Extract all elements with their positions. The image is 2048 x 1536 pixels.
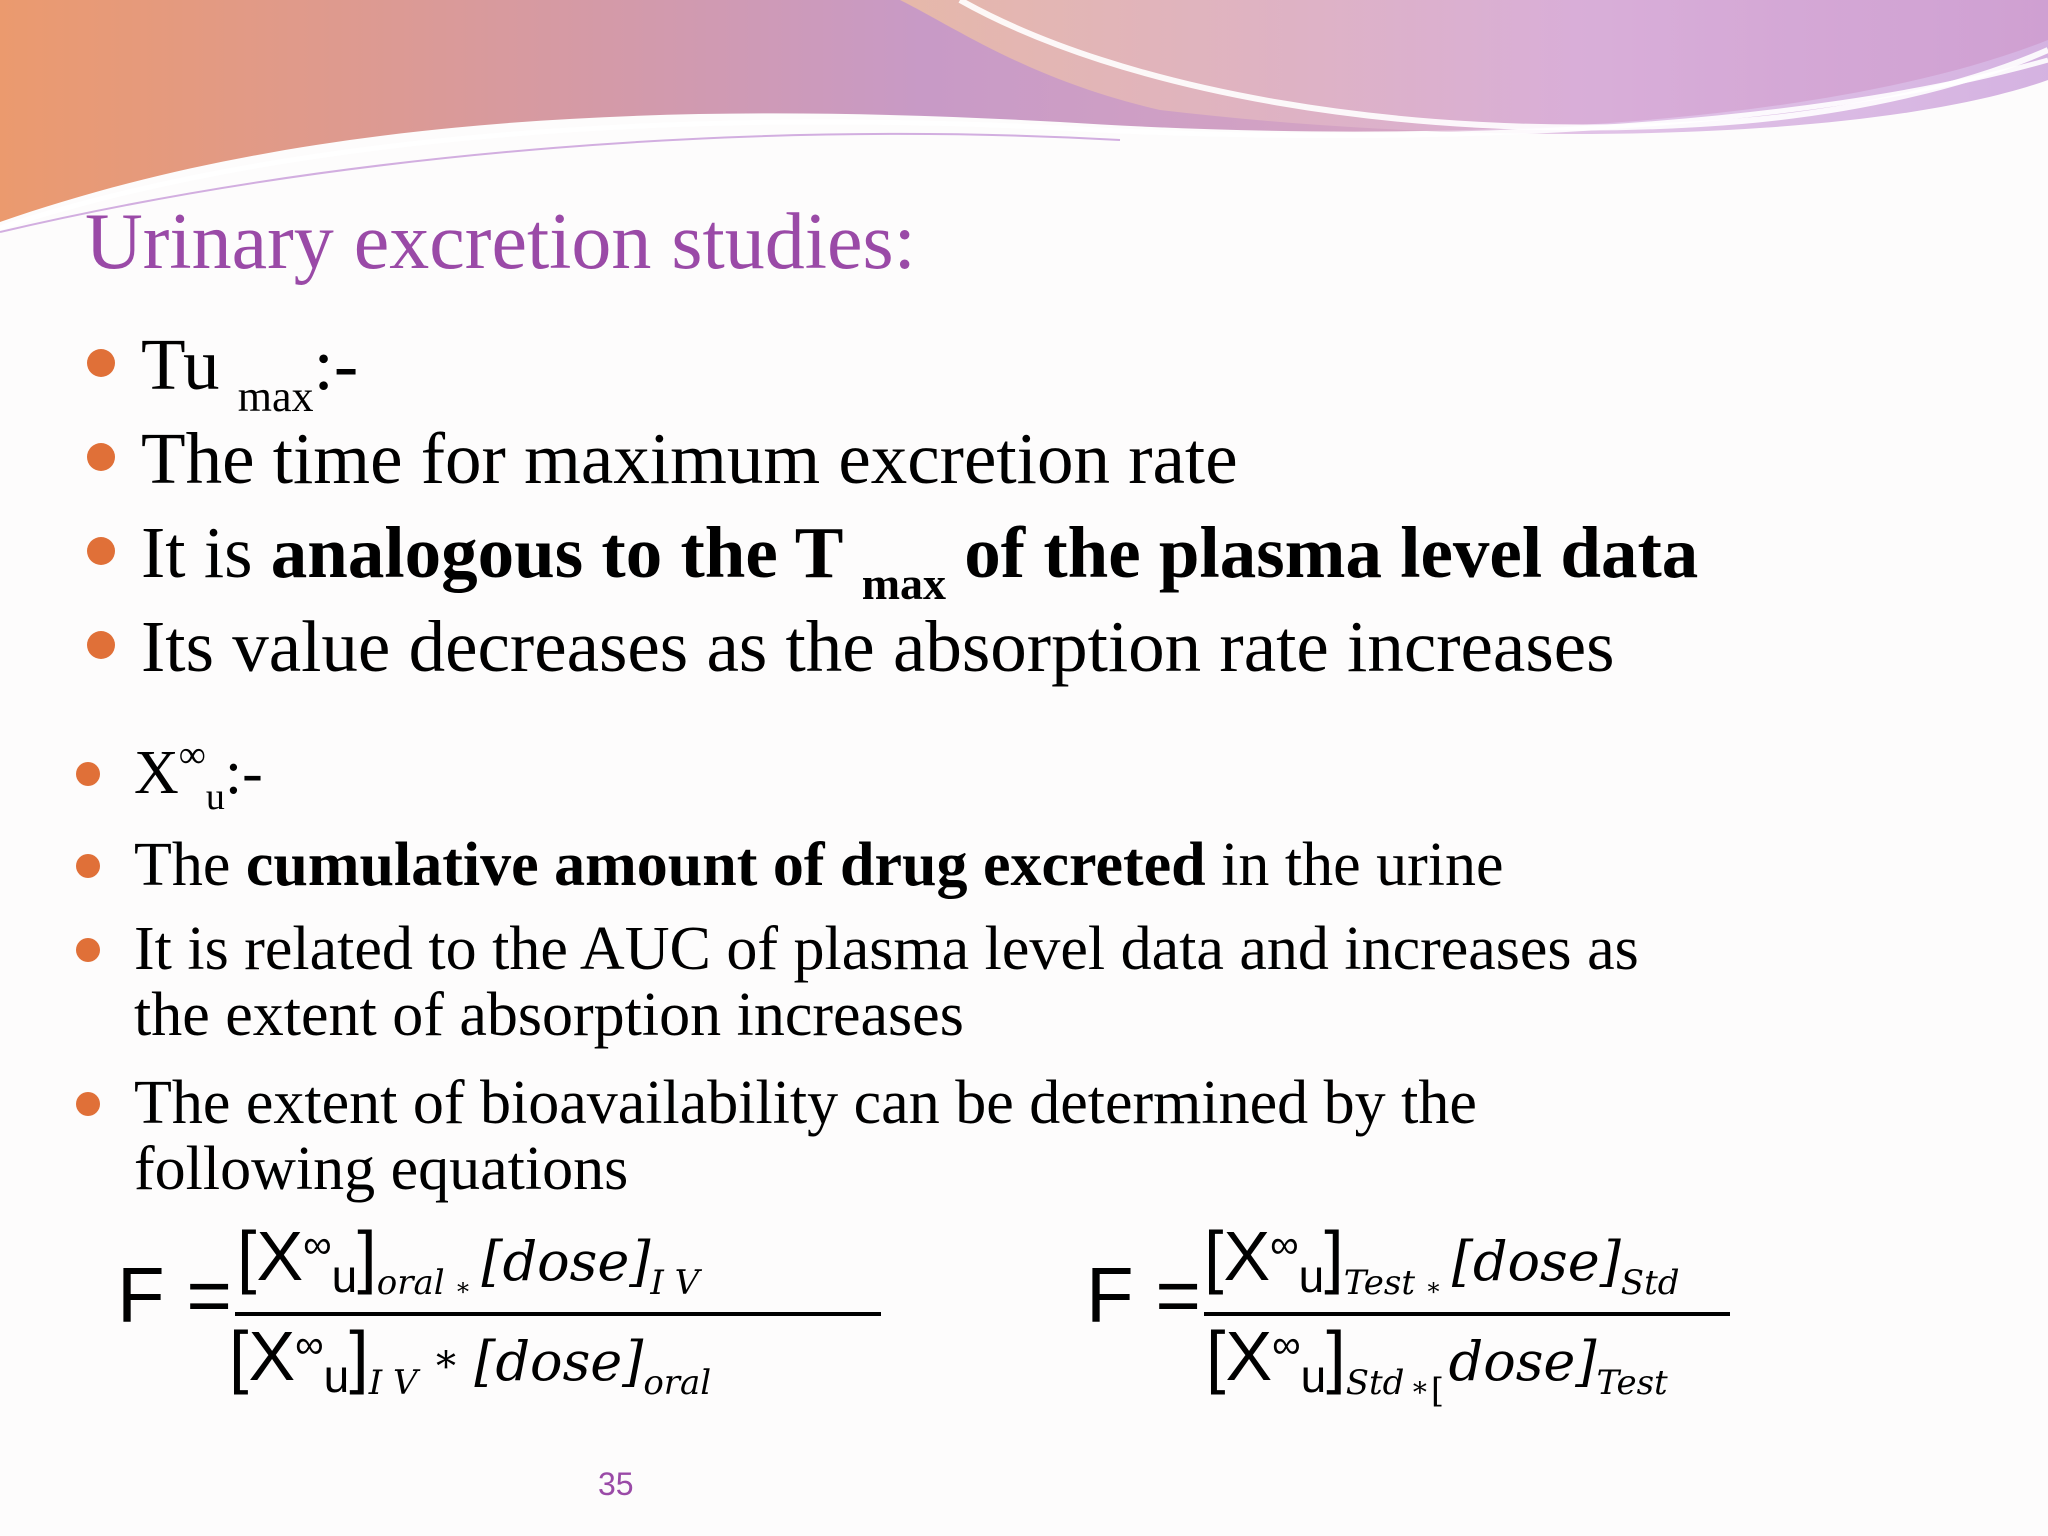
tumax-analogy: It is analogous to the T max of the plas… (85, 506, 1698, 609)
xu-cumulative-definition: The cumulative amount of drug excreted i… (72, 832, 1639, 898)
equation-test-vs-std: F = [X∞u]Test * [dose]Std [X∞u]Std *[ do… (1086, 1216, 1746, 1416)
equation-oral-vs-iv: F = [X∞u]oral * [dose]I V [X∞u]I V * [do… (117, 1216, 881, 1416)
xu-heading: X∞u:- (72, 734, 1639, 818)
tumax-decrease-note: Its value decreases as the absorption ra… (85, 600, 1698, 694)
equation-numerator: [X∞u]oral * [dose]I V (237, 1217, 700, 1306)
xu-bullet-list: X∞u:- The cumulative amount of drug excr… (72, 734, 1639, 1220)
tumax-heading: Tu max:- (85, 318, 1698, 421)
tumax-definition: The time for maximum excretion rate (85, 412, 1698, 506)
equation-denominator: [X∞u]Std *[ dose]Test (1206, 1317, 1668, 1411)
equation-numerator: [X∞u]Test * [dose]Std (1204, 1217, 1680, 1306)
xu-auc-relation: It is related to the AUC of plasma level… (72, 916, 1639, 1048)
tumax-bullet-list: Tu max:- The time for maximum excretion … (85, 318, 1698, 694)
xu-extent-note: The extent of bioavailability can be det… (72, 1070, 1639, 1202)
equation-lhs: F = (1086, 1251, 1201, 1339)
header-swoosh-decoration (0, 0, 2048, 233)
fraction-bar (235, 1312, 881, 1316)
fraction-bar (1204, 1312, 1730, 1316)
slide-title: Urinary excretion studies: (85, 198, 916, 286)
equation-denominator: [X∞u]I V * [dose]oral (229, 1317, 712, 1403)
equation-lhs: F = (117, 1251, 232, 1339)
page-number: 35 (598, 1466, 634, 1502)
